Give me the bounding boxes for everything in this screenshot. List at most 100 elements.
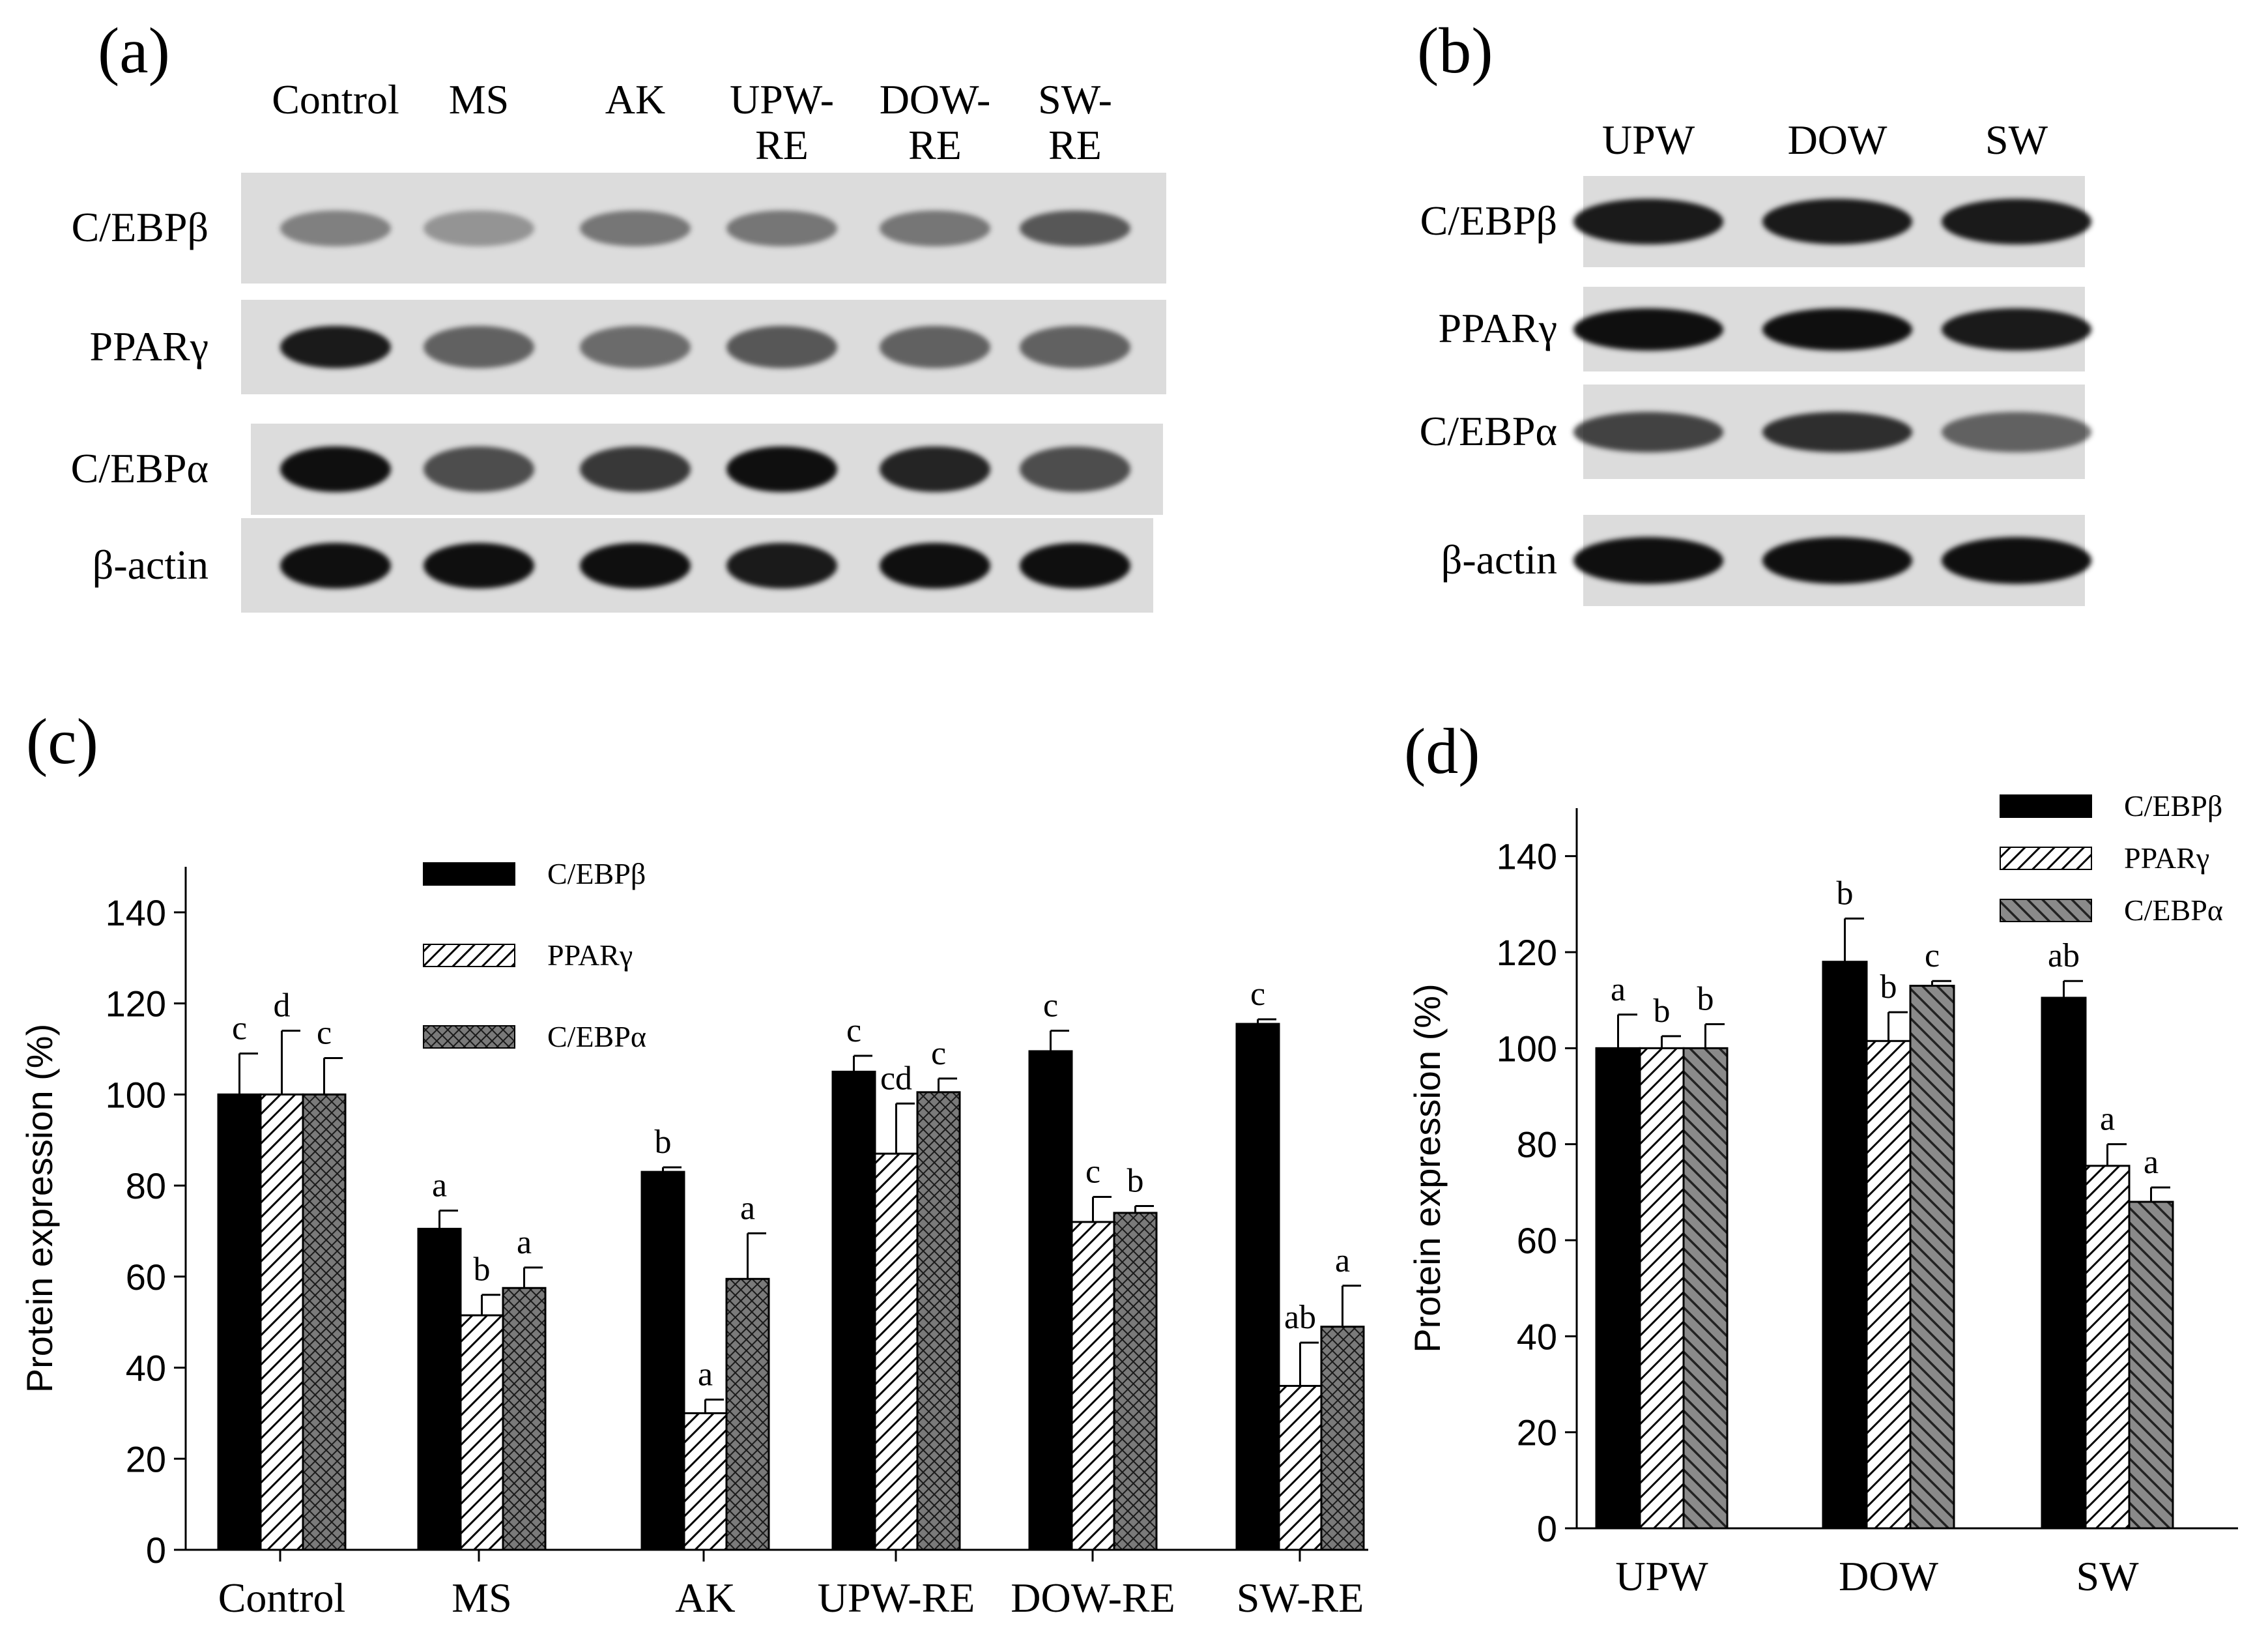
protein-band bbox=[1573, 308, 1723, 351]
row-label-a: C/EBPβ bbox=[71, 204, 208, 250]
lane-label-b: UPW bbox=[1601, 117, 1695, 163]
significance-letter: b bbox=[474, 1251, 491, 1288]
protein-band bbox=[280, 542, 391, 589]
lane-label-a: AK bbox=[605, 76, 666, 123]
bar bbox=[2128, 1200, 2174, 1530]
significance-letter: c bbox=[931, 1035, 946, 1072]
x-tick-label: UPW bbox=[1615, 1553, 1708, 1599]
bar bbox=[725, 1277, 770, 1551]
legend-label: PPARγ bbox=[547, 938, 633, 972]
significance-letter: c bbox=[1085, 1154, 1100, 1191]
lane-label-a: RE bbox=[1048, 122, 1102, 168]
significance-letter: a bbox=[2144, 1144, 2159, 1181]
y-tick-label: 80 bbox=[1517, 1124, 1557, 1165]
lane-label-a: MS bbox=[448, 76, 510, 123]
x-tick-label: UPW-RE bbox=[818, 1575, 975, 1621]
protein-band bbox=[580, 210, 691, 246]
protein-band bbox=[1942, 537, 2091, 584]
bar bbox=[1320, 1326, 1365, 1551]
y-tick-label: 40 bbox=[126, 1348, 166, 1389]
significance-letter: ab bbox=[2048, 937, 2080, 974]
blot-strip bbox=[251, 424, 1163, 515]
protein-band bbox=[1942, 411, 2091, 452]
significance-letter: a bbox=[740, 1189, 755, 1227]
significance-letter: cd bbox=[880, 1060, 912, 1097]
y-axis-title: Protein expression (%) bbox=[1407, 983, 1448, 1352]
y-tick-label: 60 bbox=[126, 1257, 166, 1298]
significance-letter: a bbox=[517, 1224, 532, 1261]
protein-band bbox=[280, 326, 391, 368]
lane-label-a: SW- bbox=[1038, 76, 1112, 123]
protein-band bbox=[1020, 210, 1130, 246]
y-tick-label: 80 bbox=[126, 1165, 166, 1206]
protein-band bbox=[580, 446, 691, 492]
protein-band bbox=[880, 446, 990, 492]
lane-label-a: UPW- bbox=[730, 76, 834, 123]
bar bbox=[1235, 1023, 1280, 1551]
protein-band bbox=[1573, 537, 1723, 584]
y-tick-label: 120 bbox=[106, 983, 166, 1025]
protein-band bbox=[1020, 542, 1130, 589]
protein-band bbox=[580, 326, 691, 368]
significance-letter: b bbox=[1697, 981, 1714, 1018]
row-label-a: PPARγ bbox=[89, 323, 209, 370]
bar bbox=[502, 1287, 547, 1551]
lane-label-a: RE bbox=[755, 122, 809, 168]
x-tick-label: MS bbox=[452, 1575, 512, 1621]
lane-label-a: RE bbox=[908, 122, 962, 168]
y-tick-label: 20 bbox=[1517, 1412, 1557, 1453]
x-tick-label: SW bbox=[2076, 1553, 2140, 1599]
row-label-b: PPARγ bbox=[1438, 305, 1558, 351]
protein-band bbox=[1762, 411, 1912, 452]
legend-label: C/EBPα bbox=[2124, 894, 2223, 927]
bar bbox=[1909, 985, 1955, 1530]
bar bbox=[916, 1091, 961, 1551]
row-label-a: β-actin bbox=[92, 541, 208, 588]
significance-letter: b bbox=[1654, 993, 1671, 1030]
y-tick-label: 0 bbox=[146, 1530, 166, 1571]
protein-band bbox=[880, 326, 990, 368]
y-axis-title: Protein expression (%) bbox=[19, 1024, 60, 1393]
y-tick-label: 140 bbox=[106, 892, 166, 933]
bar bbox=[831, 1070, 876, 1551]
western-blot-b: UPW DOW SW C/EBPβ PPARγ C/EBPα β-actin bbox=[0, 0, 2268, 626]
bar-chart-c: 0 20 40 60 80 100 120 140 Protein expression (%)… bbox=[19, 857, 1368, 1621]
protein-band bbox=[1573, 411, 1723, 452]
legend-swatch bbox=[2000, 899, 2092, 922]
x-tick-label: DOW-RE bbox=[1011, 1575, 1175, 1621]
significance-letter: c bbox=[1250, 976, 1265, 1013]
y-tick-label: 140 bbox=[1497, 836, 1557, 877]
bar bbox=[1113, 1212, 1158, 1551]
legend-label: C/EBPα bbox=[547, 1020, 646, 1053]
panel-label-d: (d) bbox=[1404, 715, 1480, 787]
western-blot-a: Control MS AK UPW- RE DOW- RE SW- RE C/EBPβ PPARγ C… bbox=[0, 0, 1173, 626]
protein-band bbox=[726, 542, 837, 589]
protein-band bbox=[880, 210, 990, 246]
y-tick-label: 100 bbox=[1497, 1028, 1557, 1069]
protein-band bbox=[726, 210, 837, 246]
lane-label-b: SW bbox=[1985, 117, 2048, 163]
protein-band bbox=[1762, 537, 1912, 584]
legend-swatch bbox=[423, 862, 515, 886]
bar bbox=[1639, 1047, 1685, 1530]
significance-letter: c bbox=[846, 1012, 861, 1049]
bar bbox=[1278, 1384, 1323, 1551]
lane-label-a: DOW- bbox=[879, 76, 991, 123]
bar bbox=[217, 1093, 262, 1551]
significance-letter: a bbox=[1335, 1242, 1350, 1279]
bar bbox=[2084, 1165, 2131, 1530]
legend-swatch bbox=[423, 944, 515, 967]
legend-swatch bbox=[2000, 847, 2092, 870]
protein-band bbox=[423, 446, 534, 492]
significance-letter: b bbox=[1880, 968, 1897, 1006]
blot-strip bbox=[241, 173, 1166, 284]
lane-label-a: Control bbox=[272, 76, 399, 123]
y-tick-label: 60 bbox=[1517, 1220, 1557, 1261]
protein-band bbox=[1020, 326, 1130, 368]
legend-label: C/EBPβ bbox=[547, 857, 646, 890]
significance-letter: c bbox=[1925, 937, 1940, 974]
legend-label: C/EBPβ bbox=[2124, 789, 2222, 822]
protein-band bbox=[1942, 308, 2091, 351]
significance-letter: a bbox=[698, 1356, 713, 1393]
bar bbox=[302, 1093, 347, 1551]
